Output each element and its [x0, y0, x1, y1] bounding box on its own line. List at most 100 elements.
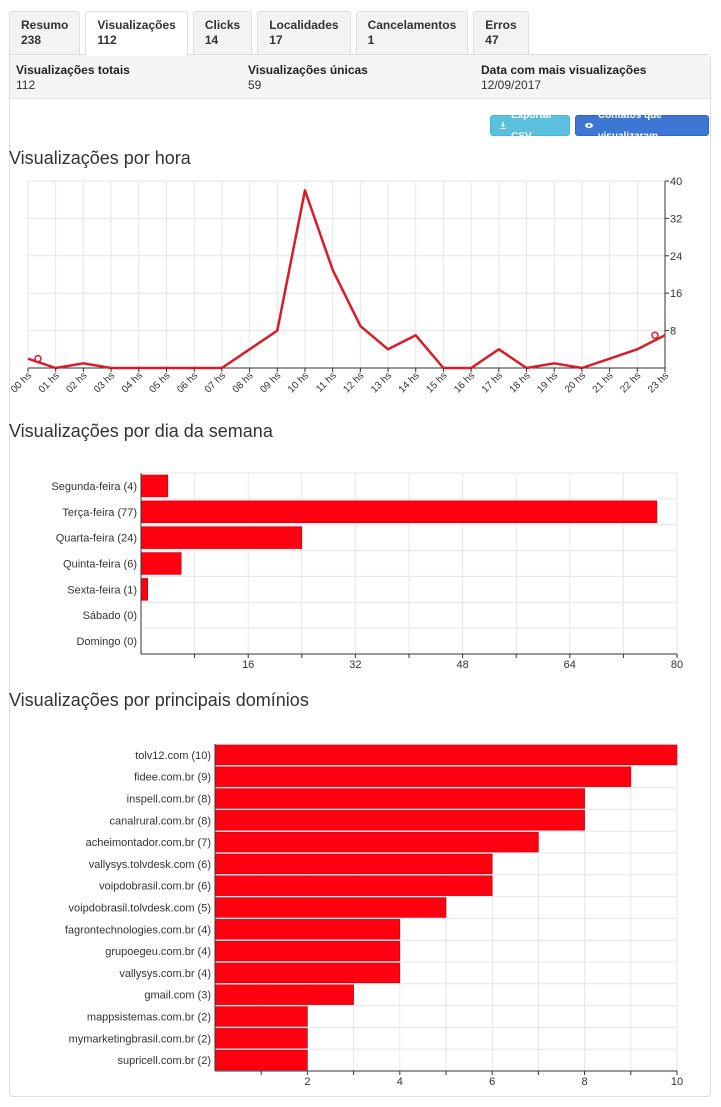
bar	[214, 788, 585, 809]
category-label: voipdobrasil.com.br (6)	[99, 881, 211, 893]
weekday-bar-chart: Segunda-feira (4) Terça-feira (77) Quarta-…	[51, 472, 683, 670]
eye-icon	[585, 122, 593, 129]
stat-value: 112	[16, 78, 36, 92]
x-tick-label: 20 hs	[563, 370, 588, 395]
bar	[214, 984, 354, 1005]
domains-chart-title: Visualizações por principais domínios	[9, 690, 309, 710]
y-tick-label: 32	[670, 213, 682, 225]
stat-value: 59	[248, 78, 262, 92]
bar	[214, 744, 678, 766]
category-label: acheimontador.com.br (7)	[86, 837, 211, 849]
bar	[214, 940, 401, 962]
bar	[214, 853, 493, 875]
stat-label: Visualizações únicas	[248, 63, 368, 77]
x-tick-label: 09 hs	[258, 370, 283, 395]
stat-label: Visualizações totais	[16, 63, 130, 77]
x-tick-label: 01 hs	[37, 370, 62, 395]
x-tick-label: 22 hs	[618, 370, 643, 395]
x-tick-label: 15 hs	[424, 370, 449, 395]
category-label: vallysys.tolvdesk.com (6)	[89, 859, 211, 871]
stat-label: Data com mais visualizações	[481, 63, 647, 77]
category-label: Sábado (0)	[83, 610, 137, 622]
stat-total-views: Visualizações totais 112	[16, 63, 130, 93]
tab-count: 17	[269, 33, 283, 47]
stat-value: 12/09/2017	[481, 78, 542, 92]
plot-area	[27, 180, 666, 369]
endpoint-marker	[651, 331, 659, 340]
bar	[214, 831, 539, 853]
y-tick-label: 16	[670, 288, 682, 300]
bar	[140, 500, 658, 524]
category-label: voipdobrasil.tolvdesk.com (5)	[69, 903, 211, 915]
bar	[214, 810, 585, 831]
x-tick-label: 17 hs	[480, 370, 505, 395]
category-label: Segunda-feira (4)	[51, 481, 137, 493]
x-tick-label: 06 hs	[175, 370, 200, 395]
category-label: canalrural.com.br (8)	[110, 815, 211, 827]
x-tick-label: 18 hs	[508, 370, 533, 395]
bar	[140, 474, 169, 498]
tab-label: Resumo	[21, 18, 69, 32]
x-tick-label: 16 hs	[452, 370, 477, 395]
tab-resumo[interactable]: Resumo 238	[9, 11, 81, 54]
x-tick-label: 04 hs	[120, 370, 145, 395]
summary-bar: Visualizações totais 112 Visualizações ú…	[10, 55, 710, 99]
y-tick-label: 40	[670, 176, 682, 188]
category-label: mymarketingbrasil.com.br (2)	[69, 1033, 211, 1045]
export-csv-label: Exportar CSV	[511, 109, 553, 142]
bar	[214, 962, 401, 984]
x-tick-label: 10	[671, 1076, 683, 1088]
bar	[214, 919, 401, 940]
weekday-chart-title: Visualizações por dia da semana	[9, 421, 273, 441]
x-tick-label: 10 hs	[286, 370, 311, 395]
tab-label: Cancelamentos	[367, 18, 457, 32]
bar	[140, 526, 303, 549]
category-label: tolv12.com (10)	[135, 750, 211, 762]
tab-label: Erros	[485, 18, 517, 32]
export-csv-button[interactable]: Exportar CSV	[490, 110, 570, 142]
tab-cancelamentos[interactable]: Cancelamentos 1	[355, 11, 469, 54]
download-icon	[500, 122, 507, 129]
x-tick-label: 19 hs	[535, 370, 560, 395]
x-tick-label: 32	[349, 659, 361, 670]
x-tick-label: 64	[564, 659, 576, 670]
contacts-label: Contatos que visualizaram	[597, 109, 662, 142]
x-tick-label: 21 hs	[591, 370, 616, 395]
tab-count: 112	[97, 33, 117, 47]
category-label: Quinta-feira (6)	[63, 559, 137, 571]
y-tick-label: 8	[670, 326, 676, 338]
x-tick-label: 6	[489, 1076, 495, 1088]
endpoint-marker	[34, 354, 42, 363]
tab-bar: Resumo 238 Visualizações 112 Clicks 14 L…	[9, 11, 534, 56]
x-tick-label: 16	[242, 659, 254, 670]
views-panel: Visualizações totais 112 Visualizações ú…	[9, 54, 711, 1097]
tab-localidades[interactable]: Localidades 17	[257, 11, 351, 54]
category-label: gmail.com (3)	[144, 990, 211, 1002]
category-label: vallysys.com.br (4)	[119, 968, 211, 980]
category-label: fidee.com.br (9)	[134, 772, 211, 784]
category-label: grupoegeu.com.br (4)	[105, 946, 211, 958]
x-tick-label: 48	[456, 659, 468, 670]
bar	[214, 1006, 308, 1027]
category-label: Sexta-feira (1)	[67, 584, 137, 596]
tab-label: Visualizações	[97, 18, 176, 32]
tab-count: 14	[204, 33, 219, 47]
x-tick-label: 4	[397, 1076, 403, 1088]
domains-bar-chart: tolv12.com (10) fidee.com.br (9) inspell.c…	[65, 743, 683, 1088]
x-tick-label: 02 hs	[64, 370, 89, 395]
x-tick-label: 14 hs	[397, 370, 422, 395]
tab-visualizacoes[interactable]: Visualizações 112	[85, 11, 188, 56]
bar	[140, 552, 182, 575]
series-line	[27, 189, 666, 370]
x-tick-label: 03 hs	[92, 370, 117, 395]
tab-label: Clicks	[204, 18, 241, 32]
contacts-viewed-button[interactable]: Contatos que visualizaram	[575, 110, 709, 142]
tab-erros[interactable]: Erros 47	[473, 11, 529, 54]
x-tick-label: 07 hs	[203, 370, 228, 395]
bar	[214, 897, 447, 918]
category-label: inspell.com.br (8)	[127, 794, 211, 806]
x-tick-label: 13 hs	[369, 370, 394, 395]
tab-clicks[interactable]: Clicks 14	[192, 11, 253, 54]
bar	[214, 1028, 308, 1049]
